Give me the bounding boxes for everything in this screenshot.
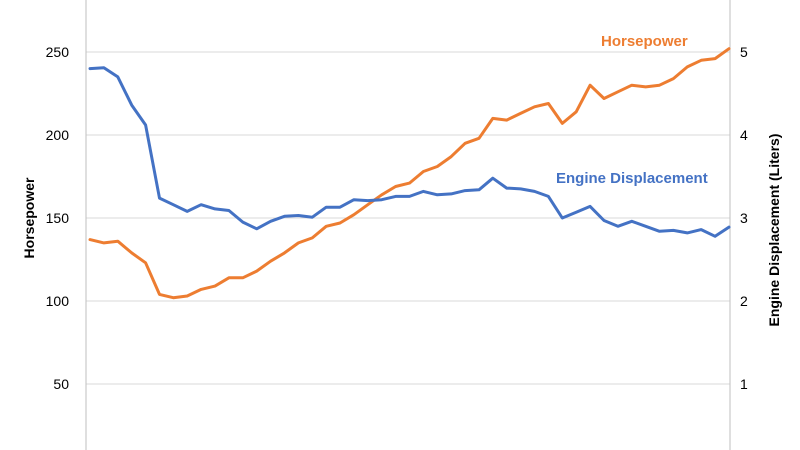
- right-axis-ticks: 1 2 3 4 5: [740, 44, 748, 392]
- right-tick-label: 3: [740, 210, 748, 226]
- series-lines: [88, 47, 731, 300]
- gridlines: [86, 51, 730, 385]
- horsepower-line: [88, 47, 731, 300]
- horsepower-series-label: Horsepower: [601, 33, 688, 50]
- engine-displacement-line: [88, 66, 731, 238]
- left-tick-label: 150: [46, 210, 70, 226]
- engine-displacement-series-label: Engine Displacement: [556, 170, 708, 187]
- left-tick-label: 250: [46, 44, 70, 60]
- right-axis-title: Engine Displacement (Liters): [766, 134, 782, 327]
- left-axis-title: Horsepower: [21, 177, 37, 258]
- right-tick-label: 5: [740, 44, 748, 60]
- left-tick-label: 50: [53, 376, 69, 392]
- left-tick-label: 200: [46, 127, 70, 143]
- left-tick-label: 100: [46, 293, 70, 309]
- right-tick-label: 4: [740, 127, 748, 143]
- right-tick-label: 2: [740, 293, 748, 309]
- left-axis-ticks: 50 100 150 200 250: [46, 44, 70, 392]
- right-tick-label: 1: [740, 376, 748, 392]
